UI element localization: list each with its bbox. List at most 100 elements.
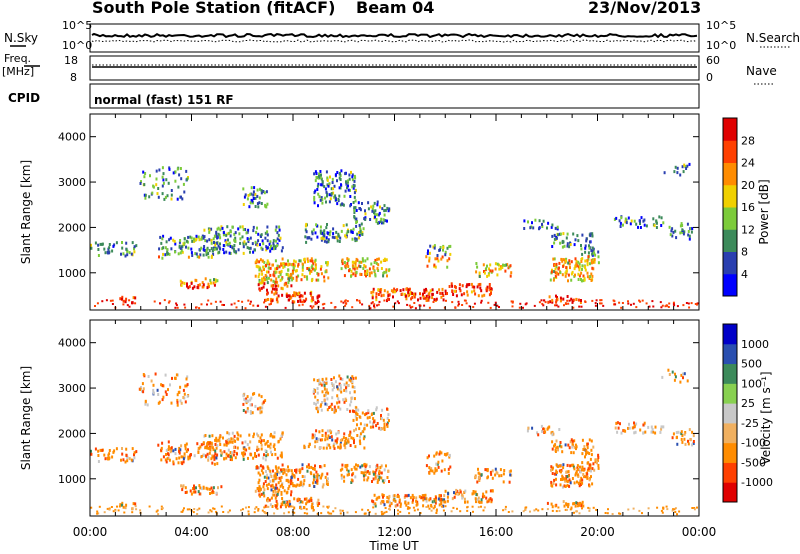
power-cell [273,287,276,291]
velocity-cell [269,442,272,446]
power-cell [249,302,252,305]
velocity-cell [200,455,203,458]
power-cell [226,243,229,246]
power-cell [190,251,193,255]
velocity-cell [564,443,567,447]
velocity-cell [361,411,364,415]
power-cell [279,278,282,282]
power-cell [148,195,151,199]
velocity-cell [573,511,575,514]
velocity-cell [231,451,234,455]
power-cell [534,218,537,222]
power-cell [371,296,374,300]
power-cell [193,237,195,241]
power-cell [278,265,281,269]
power-cell [276,264,279,268]
power-cell [268,242,271,246]
velocity-cell [293,511,296,514]
velocity-cell [578,484,581,488]
velocity-cell [385,464,387,468]
power-cell [388,207,391,211]
power-cell [212,281,215,285]
power-cell [327,276,330,280]
power-cell [639,226,642,229]
power-cell [388,268,391,272]
velocity-cell [111,455,114,459]
power-cell [249,300,252,303]
velocity-cell [277,439,280,443]
power-cell [620,216,623,220]
velocity-cell [650,425,653,429]
power-cell [367,207,370,211]
velocity-cell [589,466,592,470]
power-cell [320,272,323,276]
velocity-cell [367,476,370,480]
power-cell [257,205,260,209]
power-cell [556,225,559,229]
velocity-cell [293,484,296,488]
power-cell [573,267,576,271]
velocity-cell [222,511,225,513]
velocity-cell [455,488,458,492]
power-cell [351,175,354,179]
velocity-cell [110,506,113,508]
power-cell [210,302,213,305]
power-cell [439,246,442,249]
velocity-cell [551,430,554,434]
power-cell [638,299,641,302]
power-cell [426,252,429,255]
power-cell [294,260,297,264]
power-cell [332,191,335,195]
power-cell [423,304,426,307]
power-cell [311,259,314,263]
power-cell [271,247,274,251]
cpid-panel: CPID normal (fast) 151 RF [8,83,700,109]
power-cell [486,288,489,292]
power-cell [218,250,221,254]
power-cell [592,260,595,264]
velocity-cell [321,438,324,442]
velocity-cell [257,471,260,475]
velocity-cell [364,473,367,477]
velocity-cell [441,498,444,502]
velocity-cell [588,463,591,467]
power-cell [195,234,198,238]
velocity-cell [579,470,582,474]
power-cell [213,234,216,238]
velocity-cell [634,430,637,434]
power-cell [405,297,408,301]
power-cell [258,201,261,205]
velocity-cell [437,460,440,464]
power-cell [194,252,197,256]
power-cell [317,300,320,303]
power-cell [178,173,181,177]
power-cell [575,259,578,263]
power-cell [629,222,632,226]
velocity-cell [274,496,277,500]
velocity-cell [245,506,247,509]
velocity-cell [656,506,659,509]
power-cell [321,183,324,187]
power-cell [446,246,449,250]
velocity-cell [316,481,319,485]
velocity-cell [346,408,349,411]
velocity-cell [485,490,488,494]
power-cell [489,306,492,309]
velocity-cell [212,486,215,490]
power-cell [277,275,280,279]
velocity-cell [270,488,273,492]
velocity-cell [108,507,111,510]
velocity-cell [263,439,265,443]
velocity-cell [131,447,134,451]
velocity-cell [326,505,329,508]
velocity-cell [272,485,275,489]
velocity-cell [290,493,292,497]
power-cell [457,300,460,303]
velocity-cell [485,496,488,500]
power-cell [340,300,343,303]
velocity-cell [211,461,214,465]
power-cell [216,235,218,239]
power-cell [466,293,469,297]
velocity-cell [579,465,581,469]
velocity-cell [280,468,282,472]
